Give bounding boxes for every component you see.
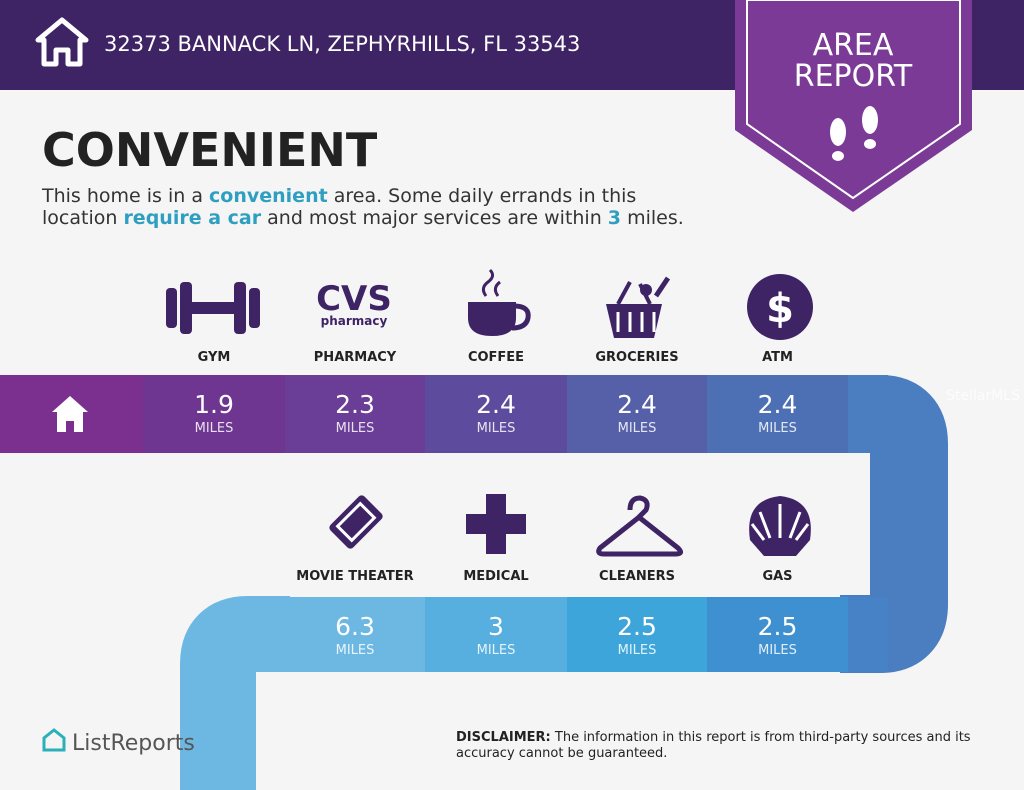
service-label: MEDICAL: [463, 569, 528, 584]
badge-line2: REPORT: [794, 59, 913, 94]
movie-icon: [329, 495, 383, 549]
service-label: MOVIE THEATER: [296, 569, 413, 584]
distance-cell: [707, 597, 848, 672]
footer-logo-icon: [42, 728, 66, 752]
description-part: convenient: [209, 185, 328, 207]
gym-icon: [166, 282, 260, 334]
band-cell: [848, 597, 888, 672]
distance: 2.3: [335, 390, 375, 419]
distance-unit: MILES: [336, 643, 375, 658]
watermark: StellarMLS: [946, 388, 1020, 404]
disclaimer-text: accuracy cannot be guaranteed.: [456, 746, 667, 761]
row-home-icon: [52, 396, 88, 432]
service-label: GROCERIES: [595, 350, 678, 365]
description-line: location require a car and most major se…: [42, 207, 684, 229]
distance-unit: MILES: [477, 643, 516, 658]
distance-unit: MILES: [477, 421, 516, 436]
description-part: location: [42, 207, 123, 229]
footer-logo: ListReports: [72, 731, 195, 756]
description-part: miles.: [621, 207, 684, 229]
distance-unit: MILES: [195, 421, 234, 436]
service-label: CLEANERS: [599, 569, 675, 584]
distance-unit: MILES: [758, 421, 797, 436]
description-part: require a car: [123, 207, 261, 229]
service-label: COFFEE: [468, 350, 524, 365]
distance-unit: MILES: [618, 643, 657, 658]
groceries-icon: [606, 276, 671, 338]
distance: 1.9: [194, 390, 234, 419]
distance-unit: MILES: [758, 643, 797, 658]
cleaners-icon: [596, 495, 684, 557]
cells: [0, 375, 888, 672]
distance: 2.5: [758, 612, 798, 641]
route-band: [840, 375, 948, 673]
disclaimer-label: DISCLAIMER:: [456, 730, 551, 745]
distance-unit: MILES: [618, 421, 657, 436]
band-cell: [848, 375, 888, 453]
badge: [735, 0, 972, 212]
route-band: [180, 596, 290, 790]
distance-cell: [285, 597, 425, 672]
pharmacy-logo: CVS: [316, 279, 392, 319]
distance-cell: [567, 375, 707, 453]
distance: 2.4: [617, 390, 657, 419]
distance: 2.5: [617, 612, 657, 641]
home-icon: [35, 17, 89, 67]
description-part: 3: [608, 207, 621, 229]
distance-cell: [425, 375, 567, 453]
service-label: GAS: [762, 569, 792, 584]
distance-unit: MILES: [336, 421, 375, 436]
description-part: and most major services are within: [261, 207, 608, 229]
distance-cell: [143, 375, 285, 453]
disclaimer: DISCLAIMER: The information in this repo…: [456, 730, 971, 745]
atm-icon: [747, 274, 813, 340]
distance: 2.4: [476, 390, 516, 419]
service-label: ATM: [762, 350, 793, 365]
pharmacy-logo-sub: pharmacy: [321, 314, 388, 328]
coffee-icon: [468, 268, 531, 336]
description-line: This home is in a convenient area. Some …: [41, 185, 636, 207]
title: CONVENIENT: [42, 123, 378, 177]
description-part: This home is in a: [41, 185, 209, 207]
distance: 6.3: [335, 612, 375, 641]
distance-cell: [567, 597, 707, 672]
service-label: GYM: [198, 350, 231, 365]
address: 32373 BANNACK LN, ZEPHYRHILLS, FL 33543: [104, 32, 580, 56]
description-part: area. Some daily errands in this: [328, 185, 637, 207]
disclaimer-text: The information in this report is from t…: [551, 730, 971, 745]
service-label: PHARMACY: [314, 350, 397, 365]
atm-symbol: $: [766, 286, 794, 332]
gas-icon: [749, 496, 811, 556]
distance: 3: [488, 612, 504, 641]
badge-border: [746, 0, 961, 200]
distance-cell: [707, 375, 848, 453]
distance-cell: [425, 597, 567, 672]
distance-cell: [285, 375, 425, 453]
medical-icon: [466, 494, 526, 554]
distance: 2.4: [758, 390, 798, 419]
footprints-icon: [830, 106, 878, 161]
badge-line1: AREA: [813, 28, 894, 63]
